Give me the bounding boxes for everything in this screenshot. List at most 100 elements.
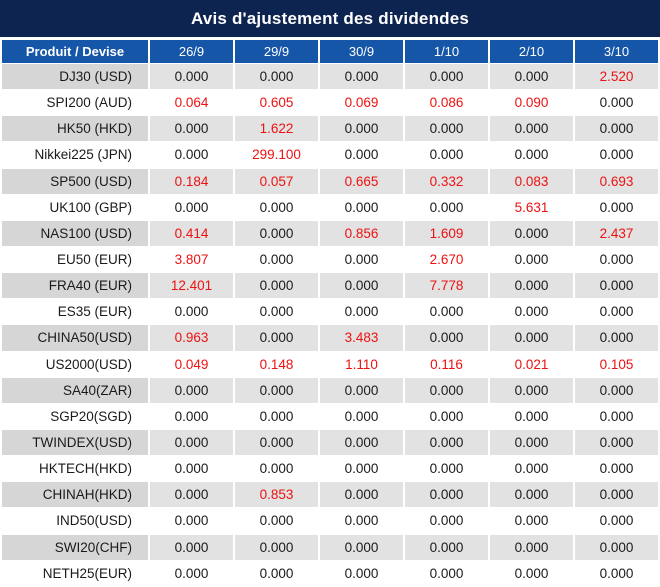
dividend-value: 2.670 xyxy=(403,245,490,274)
dividend-value: 0.000 xyxy=(318,298,405,326)
dividend-value: 0.853 xyxy=(233,481,320,509)
product-label: CHINA50(USD) xyxy=(0,324,150,352)
dividend-value: 0.000 xyxy=(148,507,235,535)
table-row: CHINAH(HKD) 0.000 0.853 0.000 0.000 0.000 0.00… xyxy=(0,481,660,509)
dividend-value: 1.110 xyxy=(318,350,405,378)
product-label: TWINDEX(USD) xyxy=(0,428,150,457)
table-row: CHINA50(USD) 0.963 0.000 3.483 0.000 0.000 0.0… xyxy=(0,324,660,352)
dividend-value: 0.000 xyxy=(488,455,575,483)
dividend-value: 0.000 xyxy=(573,481,660,509)
product-label: NAS100 (USD) xyxy=(0,219,150,247)
table-row: Nikkei225 (JPN) 0.000 299.100 0.000 0.000 0.0… xyxy=(0,141,660,169)
dividend-value: 0.000 xyxy=(148,62,235,91)
dividend-value: 0.000 xyxy=(403,62,490,91)
dividend-value: 0.000 xyxy=(233,559,320,587)
product-label: SP500 (USD) xyxy=(0,167,150,195)
dividend-value: 0.000 xyxy=(233,219,320,247)
column-header-date-29-9: 29/9 xyxy=(233,39,320,64)
dividend-value: 3.807 xyxy=(148,245,235,274)
dividend-value: 0.105 xyxy=(573,350,660,378)
table-row: UK100 (GBP) 0.000 0.000 0.000 0.000 5.631 0.00… xyxy=(0,193,660,221)
dividend-value: 0.000 xyxy=(488,481,575,509)
dividend-value: 0.000 xyxy=(148,533,235,561)
table-row: ES35 (EUR) 0.000 0.000 0.000 0.000 0.000 0.000 xyxy=(0,298,660,326)
dividend-value: 0.049 xyxy=(148,350,235,378)
dividend-value: 0.000 xyxy=(233,533,320,561)
product-label: UK100 (GBP) xyxy=(0,193,150,221)
dividend-value: 0.000 xyxy=(403,402,490,430)
dividend-value: 0.000 xyxy=(318,141,405,169)
product-label: ES35 (EUR) xyxy=(0,298,150,326)
dividend-value: 0.000 xyxy=(318,62,405,91)
dividend-value: 0.000 xyxy=(148,481,235,509)
column-header-date-26-9: 26/9 xyxy=(148,39,235,64)
table-row: SGP20(SGD) 0.000 0.000 0.000 0.000 0.000 0.000 xyxy=(0,402,660,430)
dividend-value: 0.000 xyxy=(233,428,320,457)
dividend-value: 0.000 xyxy=(233,402,320,430)
dividend-value: 0.332 xyxy=(403,167,490,195)
dividend-value: 0.000 xyxy=(233,245,320,274)
dividend-value: 0.000 xyxy=(318,559,405,587)
dividend-value: 0.000 xyxy=(403,455,490,483)
dividend-value: 0.000 xyxy=(573,89,660,117)
dividend-value: 0.605 xyxy=(233,89,320,117)
table-row: SWI20(CHF) 0.000 0.000 0.000 0.000 0.000 0.000 xyxy=(0,533,660,561)
dividend-value: 0.000 xyxy=(403,533,490,561)
table-row: HK50 (HKD) 0.000 1.622 0.000 0.000 0.000 0.000 xyxy=(0,115,660,143)
dividend-value: 0.000 xyxy=(573,376,660,404)
dividend-value: 299.100 xyxy=(233,141,320,169)
dividend-value: 0.000 xyxy=(233,62,320,91)
dividend-value: 0.856 xyxy=(318,219,405,247)
dividend-value: 0.000 xyxy=(233,298,320,326)
dividend-value: 0.184 xyxy=(148,167,235,195)
dividend-value: 0.000 xyxy=(573,507,660,535)
table-row: US2000(USD) 0.049 0.148 1.110 0.116 0.021 0.10… xyxy=(0,350,660,378)
table-row: SA40(ZAR) 0.000 0.000 0.000 0.000 0.000 0.000 xyxy=(0,376,660,404)
dividend-value: 0.000 xyxy=(403,559,490,587)
dividend-value: 0.000 xyxy=(573,115,660,143)
dividend-value: 0.000 xyxy=(233,324,320,352)
product-label: SWI20(CHF) xyxy=(0,533,150,561)
dividend-value: 0.000 xyxy=(148,193,235,221)
dividend-value: 0.000 xyxy=(403,298,490,326)
dividend-value: 0.000 xyxy=(573,428,660,457)
dividend-value: 0.021 xyxy=(488,350,575,378)
table-body: DJ30 (USD) 0.000 0.000 0.000 0.000 0.000 2.520… xyxy=(0,62,660,587)
table-row: EU50 (EUR) 3.807 0.000 0.000 2.670 0.000 0.000 xyxy=(0,245,660,274)
product-label: HK50 (HKD) xyxy=(0,115,150,143)
dividend-value: 0.090 xyxy=(488,89,575,117)
dividend-value: 0.000 xyxy=(318,245,405,274)
dividend-value: 0.000 xyxy=(488,141,575,169)
title-bar: Avis d'ajustement des dividendes xyxy=(0,0,660,37)
dividend-value: 0.000 xyxy=(318,481,405,509)
dividend-value: 5.631 xyxy=(488,193,575,221)
table-row: TWINDEX(USD) 0.000 0.000 0.000 0.000 0.000 0.0… xyxy=(0,428,660,457)
dividend-value: 0.000 xyxy=(488,62,575,91)
dividend-value: 2.437 xyxy=(573,219,660,247)
dividend-value: 0.000 xyxy=(488,376,575,404)
dividend-value: 0.000 xyxy=(233,507,320,535)
dividend-value: 0.665 xyxy=(318,167,405,195)
table-header-row: Produit / Devise 26/9 29/9 30/9 1/10 2/10 3/10 xyxy=(0,39,660,64)
dividend-value: 0.000 xyxy=(148,376,235,404)
table-row: SPI200 (AUD) 0.064 0.605 0.069 0.086 0.090 0.0… xyxy=(0,89,660,117)
dividend-value: 0.083 xyxy=(488,167,575,195)
dividend-value: 0.000 xyxy=(318,507,405,535)
dividend-value: 0.000 xyxy=(573,141,660,169)
dividend-value: 0.000 xyxy=(148,298,235,326)
dividend-value: 0.000 xyxy=(573,533,660,561)
product-label: IND50(USD) xyxy=(0,507,150,535)
table-row: IND50(USD) 0.000 0.000 0.000 0.000 0.000 0.000 xyxy=(0,507,660,535)
dividend-value: 0.000 xyxy=(573,245,660,274)
dividend-value: 7.778 xyxy=(403,272,490,300)
dividend-value: 0.086 xyxy=(403,89,490,117)
dividend-value: 0.000 xyxy=(488,219,575,247)
dividend-value: 0.000 xyxy=(148,559,235,587)
product-label: CHINAH(HKD) xyxy=(0,481,150,509)
dividends-table: Produit / Devise 26/9 29/9 30/9 1/10 2/10 3/10… xyxy=(0,39,660,587)
product-label: SGP20(SGD) xyxy=(0,402,150,430)
dividend-value: 0.000 xyxy=(488,115,575,143)
dividend-value: 0.000 xyxy=(488,245,575,274)
dividend-value: 0.000 xyxy=(233,455,320,483)
column-header-date-30-9: 30/9 xyxy=(318,39,405,64)
